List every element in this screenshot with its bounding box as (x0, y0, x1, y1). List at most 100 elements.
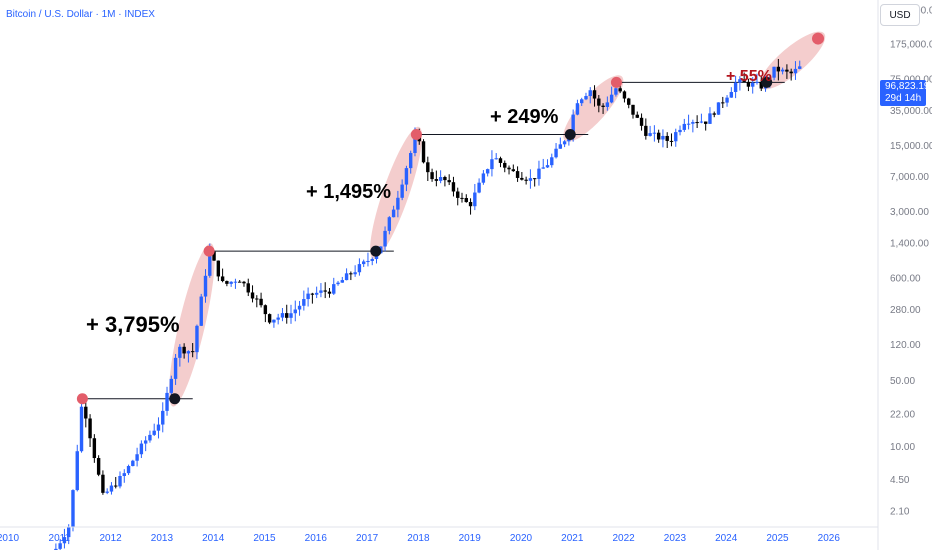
breakout-marker (169, 393, 181, 405)
time-tick-label: 2025 (766, 533, 789, 544)
candle-body (131, 460, 135, 467)
price-tick-label: 3,000.00 (890, 207, 929, 218)
previous-ath-marker (610, 76, 622, 88)
candle-body (716, 102, 721, 115)
cycle-highlights (169, 31, 826, 407)
price-tick-label: 1,400.00 (890, 239, 929, 250)
candle-body (575, 103, 580, 115)
breakout-marker (370, 245, 382, 257)
candle-body (276, 317, 280, 320)
candle-body (515, 171, 520, 178)
price-axis[interactable]: 2.10 4.50 10.00 22.00 50.00 120.00 280.00 600.0… (890, 6, 932, 518)
candle-body (340, 280, 345, 283)
candle-body (592, 90, 597, 99)
candle-body (156, 424, 161, 431)
candle-body (494, 158, 498, 160)
candle-body (409, 153, 413, 169)
candle-body (297, 305, 302, 310)
time-tick-label: 2011 (49, 533, 71, 544)
candle-body (631, 104, 635, 115)
candle-body (109, 485, 114, 492)
candle-body (627, 98, 631, 105)
candle-body (404, 168, 409, 185)
candle-body (584, 96, 588, 100)
time-tick-label: 2019 (459, 533, 482, 544)
cycle-markers (76, 32, 825, 405)
candle-body (255, 298, 259, 300)
candle-body (532, 178, 537, 180)
candle-body (789, 71, 793, 74)
candle-body (139, 443, 144, 455)
candle-body (178, 346, 182, 358)
candle-body (464, 198, 468, 203)
price-tick-label: 4.50 (890, 475, 910, 486)
previous-ath-marker (203, 245, 215, 257)
candle-body (759, 81, 763, 89)
breakout-marker (564, 128, 576, 140)
candle-body (609, 94, 614, 103)
candle-body (780, 69, 785, 72)
candle-body (310, 293, 315, 295)
candle-body (635, 114, 639, 118)
candle-body (545, 165, 550, 168)
price-tick-label: 175,000.00 (890, 40, 932, 51)
candle-body (327, 291, 332, 294)
candle-body (370, 259, 374, 261)
candle-body (665, 135, 669, 141)
candle-body (391, 209, 396, 218)
candle-body (161, 410, 165, 425)
price-tick-label: 22.00 (890, 410, 915, 421)
candle-body (229, 281, 233, 284)
candle-body (208, 251, 212, 276)
candle-body (755, 81, 759, 83)
candle-body (280, 313, 285, 318)
price-tick-label: 600.00 (890, 273, 921, 284)
candle-body (725, 97, 729, 103)
candle-body (430, 172, 434, 180)
candle-body (485, 169, 490, 174)
candle-body (682, 123, 687, 130)
currency-button[interactable]: USD (880, 4, 920, 26)
previous-ath-marker (76, 393, 88, 405)
candle-body (212, 251, 216, 261)
candle-body (639, 117, 644, 126)
candle-body (746, 81, 751, 87)
candle-body (447, 180, 451, 183)
candle-body (588, 90, 592, 97)
candle-body (742, 79, 746, 82)
time-tick-label: 2026 (818, 533, 841, 544)
candle-body (708, 113, 712, 124)
candle-body (776, 66, 781, 72)
price-tick-label: 280.00 (890, 305, 921, 316)
candle-body (481, 173, 486, 183)
time-tick-label: 2020 (510, 533, 533, 544)
candle-body (793, 68, 798, 74)
price-tick-label: 15,000.00 (890, 141, 932, 152)
candle-body (225, 281, 229, 284)
time-tick-label: 2013 (151, 533, 174, 544)
last-price-value: 96,823.19 (885, 81, 930, 92)
price-tick-label: 7,000.00 (890, 172, 929, 183)
rally-highlight (759, 31, 826, 90)
candle-body (456, 191, 460, 198)
candle-body (114, 485, 118, 487)
candle-body (686, 123, 691, 125)
candle-body (79, 406, 84, 452)
candle-body (468, 202, 473, 207)
candle-body (250, 292, 255, 299)
rally-highlight (563, 75, 624, 142)
candle-body (135, 454, 139, 461)
candle-body (203, 275, 208, 297)
candle-body (233, 281, 238, 283)
candle-body (507, 167, 511, 170)
candle-body (772, 66, 776, 78)
gain-annotation: + 1,495% (306, 181, 391, 203)
candle-body (96, 458, 101, 475)
candle-body (451, 182, 456, 192)
time-axis[interactable]: 2010 2011 2012 2013 2014 2015 2016 2017 2018 2019… (0, 533, 840, 544)
candle-body (691, 122, 695, 124)
time-tick-label: 2017 (356, 533, 379, 544)
candle-body (550, 157, 554, 166)
candle-body (246, 283, 250, 293)
